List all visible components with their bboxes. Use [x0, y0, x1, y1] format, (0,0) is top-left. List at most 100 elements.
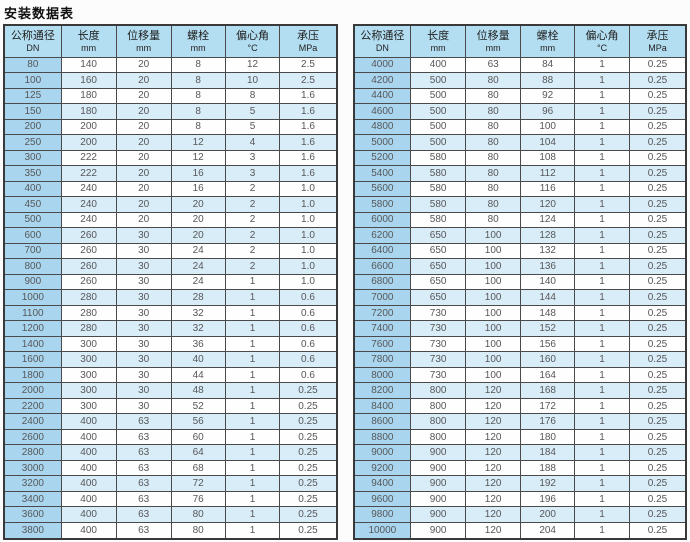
column-label: 位移量: [476, 29, 510, 42]
value-cell: 1: [574, 87, 630, 105]
value-cell: 120: [465, 382, 522, 399]
dn-cell: 600: [3, 227, 62, 244]
column-label: 螺栓: [536, 29, 559, 42]
value-cell: 1.6: [279, 87, 337, 105]
value-cell: 0.25: [628, 134, 687, 151]
value-cell: 800: [410, 382, 467, 399]
dn-cell: 1600: [3, 351, 62, 368]
column-label: 长度: [427, 29, 450, 42]
value-cell: 204: [520, 521, 576, 540]
value-cell: 1.6: [279, 118, 337, 136]
column-label: 偏心角: [585, 29, 619, 42]
value-cell: 100: [465, 320, 522, 337]
dn-cell: 2400: [3, 413, 62, 430]
value-cell: 500: [410, 134, 467, 151]
table-row: 2800 400 63 64 1 0.25: [3, 444, 337, 461]
value-cell: 260: [60, 258, 117, 275]
value-cell: 188: [520, 459, 576, 477]
value-cell: 80: [465, 165, 522, 182]
value-cell: 240: [60, 196, 117, 213]
value-cell: 80: [465, 118, 522, 136]
value-cell: 63: [115, 521, 172, 540]
dn-cell: 80: [3, 56, 62, 74]
table-row: 7800 730 100 160 1 0.25: [352, 351, 687, 368]
column-unit: DN: [375, 42, 389, 53]
value-cell: 16: [170, 180, 226, 198]
value-cell: 0.25: [628, 413, 687, 430]
value-cell: 400: [60, 475, 117, 492]
column-header-eccentric-angle: 偏心角 °C: [574, 24, 630, 58]
column-unit: DN: [26, 42, 40, 53]
value-cell: 4: [224, 134, 281, 151]
value-cell: 1.0: [279, 258, 337, 275]
value-cell: 1: [574, 258, 630, 275]
value-cell: 400: [410, 56, 467, 74]
dn-cell: 7000: [352, 289, 412, 306]
value-cell: 400: [60, 490, 117, 508]
value-cell: 2: [224, 242, 281, 260]
value-cell: 100: [465, 258, 522, 275]
value-cell: 64: [170, 444, 226, 461]
table-row: 2400 400 63 56 1 0.25: [3, 413, 337, 430]
dn-cell: 3200: [3, 475, 62, 492]
dn-cell: 5800: [352, 196, 412, 213]
table-row: 3800 400 63 80 1 0.25: [3, 521, 337, 540]
value-cell: 12: [170, 149, 226, 167]
value-cell: 176: [520, 413, 576, 430]
column-label: 螺栓: [187, 29, 210, 42]
table-row: 3200 400 63 72 1 0.25: [3, 475, 337, 492]
value-cell: 1: [574, 103, 630, 120]
table-row: 7600 730 100 156 1 0.25: [352, 335, 687, 353]
value-cell: 400: [60, 413, 117, 430]
value-cell: 108: [520, 149, 576, 167]
value-cell: 160: [60, 72, 117, 89]
table-row: 150 180 20 8 5 1.6: [3, 103, 337, 120]
table-row: 80 140 20 8 12 2.5: [3, 56, 337, 74]
value-cell: 1: [224, 490, 281, 508]
value-cell: 730: [410, 320, 467, 337]
table-row: 350 222 20 16 3 1.6: [3, 165, 337, 182]
value-cell: 0.25: [628, 211, 687, 229]
table-row: 400 240 20 16 2 1.0: [3, 180, 337, 198]
value-cell: 30: [115, 289, 172, 306]
value-cell: 72: [170, 475, 226, 492]
dn-cell: 7600: [352, 335, 412, 353]
value-cell: 8: [170, 103, 226, 120]
value-cell: 1.0: [279, 211, 337, 229]
dn-cell: 3400: [3, 490, 62, 508]
value-cell: 120: [465, 397, 522, 415]
table-row: 5400 580 80 112 1 0.25: [352, 165, 687, 182]
value-cell: 8: [224, 87, 281, 105]
value-cell: 0.6: [279, 366, 337, 384]
value-cell: 28: [170, 289, 226, 306]
value-cell: 1: [574, 413, 630, 430]
value-cell: 1: [574, 211, 630, 229]
value-cell: 650: [410, 289, 467, 306]
column-header-bolt: 螺栓 mm: [520, 24, 576, 58]
value-cell: 222: [60, 149, 117, 167]
dn-cell: 800: [3, 258, 62, 275]
value-cell: 92: [520, 87, 576, 105]
table-row: 8000 730 100 164 1 0.25: [352, 366, 687, 384]
dn-cell: 6200: [352, 227, 412, 244]
column-unit: mm: [485, 42, 501, 53]
value-cell: 20: [115, 196, 172, 213]
value-cell: 200: [520, 506, 576, 523]
value-cell: 56: [170, 413, 226, 430]
value-cell: 30: [115, 366, 172, 384]
column-unit: MPa: [298, 42, 318, 53]
value-cell: 200: [60, 134, 117, 151]
value-cell: 184: [520, 444, 576, 461]
table-row: 4600 500 80 96 1 0.25: [352, 103, 687, 120]
value-cell: 0.25: [628, 72, 687, 89]
value-cell: 1: [224, 413, 281, 430]
dn-cell: 900: [3, 273, 62, 291]
dn-cell: 6600: [352, 258, 412, 275]
value-cell: 1: [574, 196, 630, 213]
value-cell: 24: [170, 273, 226, 291]
value-cell: 260: [60, 242, 117, 260]
value-cell: 1: [224, 521, 281, 540]
table-row: 100 160 20 8 10 2.5: [3, 72, 337, 89]
value-cell: 32: [170, 320, 226, 337]
value-cell: 0.25: [279, 413, 337, 430]
